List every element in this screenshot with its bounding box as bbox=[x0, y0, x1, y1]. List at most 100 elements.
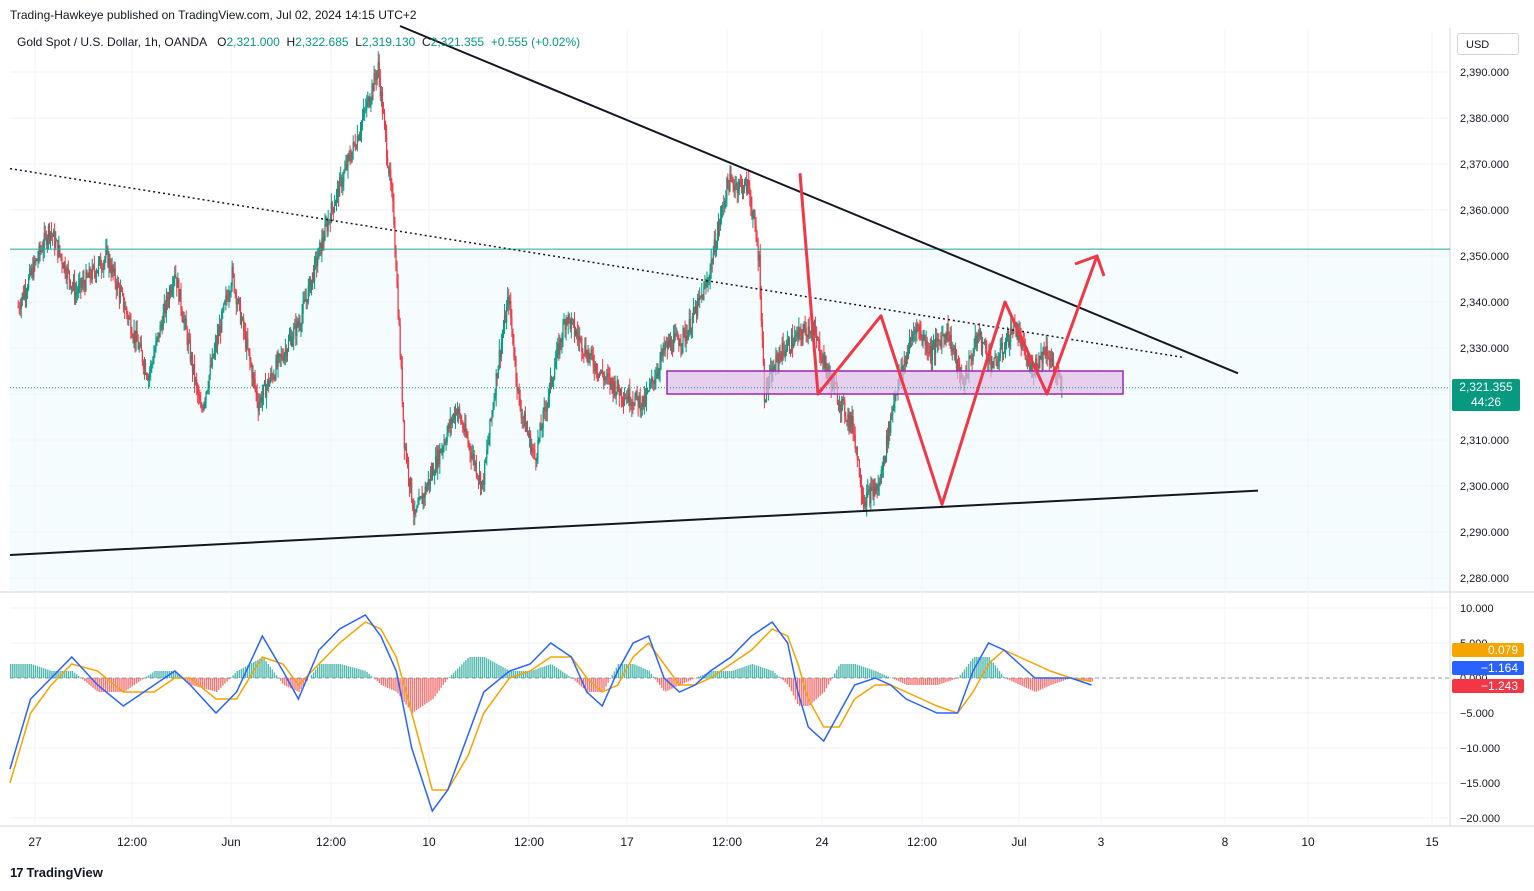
candle-body bbox=[222, 310, 224, 312]
candle-body bbox=[697, 297, 699, 316]
macd-histogram-bar bbox=[959, 675, 962, 678]
candle-body bbox=[798, 327, 800, 339]
candle-body bbox=[115, 282, 117, 290]
candle-body bbox=[681, 343, 683, 347]
candle-body bbox=[231, 267, 233, 286]
macd-histogram-bar bbox=[1002, 676, 1005, 678]
candle-body bbox=[755, 224, 757, 238]
candle-body bbox=[289, 336, 292, 339]
candle-body bbox=[557, 343, 559, 350]
candle-body bbox=[567, 314, 569, 324]
macd-histogram-bar bbox=[749, 664, 751, 678]
candle-body bbox=[975, 335, 977, 347]
macd-histogram-bar bbox=[108, 678, 111, 692]
macd-histogram-bar bbox=[731, 671, 733, 678]
macd-histogram-bar bbox=[267, 664, 269, 678]
macd-histogram-bar bbox=[827, 678, 830, 685]
candle-body bbox=[783, 349, 785, 356]
candle-body bbox=[877, 486, 879, 491]
macd-histogram-bar bbox=[459, 666, 461, 678]
macd-histogram-bar bbox=[1019, 678, 1021, 685]
macd-histogram-bar bbox=[996, 668, 999, 678]
candle-body bbox=[1008, 330, 1010, 347]
macd-histogram-bar bbox=[339, 664, 341, 678]
candle-body bbox=[944, 335, 946, 338]
candle-body bbox=[718, 222, 721, 227]
macd-histogram-bar bbox=[145, 676, 148, 678]
macd-histogram-bar bbox=[1089, 678, 1091, 682]
candle-body bbox=[361, 117, 364, 123]
candle-body bbox=[245, 331, 247, 349]
candle-body bbox=[761, 321, 763, 340]
candle-body bbox=[397, 283, 399, 317]
macd-histogram-bar bbox=[628, 664, 630, 678]
macd-histogram-bar bbox=[59, 671, 61, 678]
macd-histogram-bar bbox=[117, 678, 119, 692]
candle-body bbox=[862, 497, 865, 506]
macd-histogram-bar bbox=[450, 674, 453, 678]
candle-body bbox=[614, 381, 616, 396]
price-axis: 2,390.000 2,380.000 2,370.000 2,360.000 2,35… bbox=[28, 67, 1509, 849]
macd-histogram-bar bbox=[242, 667, 245, 678]
candle-body bbox=[380, 92, 382, 97]
macd-histogram-bar bbox=[440, 678, 442, 688]
macd-histogram-bar bbox=[75, 674, 78, 678]
macd-histogram-bar bbox=[901, 678, 904, 684]
candle-body bbox=[1048, 358, 1050, 362]
macd-histogram-bar bbox=[376, 678, 379, 682]
candle-body bbox=[199, 396, 201, 404]
candle-body bbox=[237, 298, 239, 303]
macd-histogram-bar bbox=[846, 664, 848, 678]
candle-body bbox=[92, 265, 94, 267]
macd-histogram-bar bbox=[391, 678, 393, 690]
candle-body bbox=[329, 219, 331, 223]
tradingview-brand[interactable]: 17 TradingView bbox=[10, 865, 103, 880]
macd-histogram-bar bbox=[879, 672, 881, 678]
candle-body bbox=[95, 272, 98, 278]
candle-body bbox=[136, 330, 138, 342]
candle-body bbox=[685, 335, 687, 342]
macd-histogram-bar bbox=[481, 657, 484, 678]
candle-body bbox=[116, 281, 118, 290]
symbol-legend[interactable]: Gold Spot / U.S. Dollar, 1h, OANDA O2,32… bbox=[17, 35, 580, 49]
macd-histogram-bar bbox=[104, 678, 107, 692]
candle-body bbox=[991, 362, 993, 369]
candle-body bbox=[968, 358, 970, 376]
macd-histogram-bar bbox=[67, 671, 70, 678]
macd-histogram-bar bbox=[850, 664, 852, 678]
candle-body bbox=[748, 180, 750, 188]
candle-body bbox=[351, 151, 353, 161]
candle-body bbox=[208, 375, 210, 388]
candle-body bbox=[325, 223, 327, 225]
macd-histogram-bar bbox=[965, 666, 968, 678]
macd-histogram-bar bbox=[269, 666, 271, 678]
candle-body bbox=[312, 272, 315, 281]
macd-histogram-bar bbox=[24, 664, 26, 678]
candle-body bbox=[760, 296, 762, 322]
candle-body bbox=[426, 485, 428, 492]
macd-histogram-bar bbox=[218, 678, 220, 690]
candle-body bbox=[680, 344, 682, 347]
candle-body bbox=[48, 226, 51, 238]
level-shade bbox=[10, 249, 1450, 592]
candle-body bbox=[820, 356, 822, 361]
candle-body bbox=[310, 279, 313, 292]
candle-body bbox=[333, 205, 336, 212]
macd-histogram-bar bbox=[869, 668, 871, 678]
currency-selector[interactable]: USD bbox=[1457, 33, 1519, 55]
macd-histogram-bar bbox=[230, 677, 232, 678]
candle-body bbox=[150, 363, 152, 373]
candle-body bbox=[446, 432, 448, 443]
candle-body bbox=[279, 354, 281, 357]
candle-body bbox=[73, 280, 76, 298]
candle-body bbox=[146, 376, 149, 380]
candle-body bbox=[1037, 366, 1039, 369]
candle-body bbox=[463, 428, 465, 432]
candle-body bbox=[45, 234, 47, 245]
macd-histogram-bar bbox=[275, 675, 278, 678]
candle-body bbox=[291, 336, 293, 346]
candle-body bbox=[540, 424, 542, 431]
macd-histogram-bar bbox=[137, 678, 140, 683]
macd-histogram-bar bbox=[1056, 678, 1058, 683]
